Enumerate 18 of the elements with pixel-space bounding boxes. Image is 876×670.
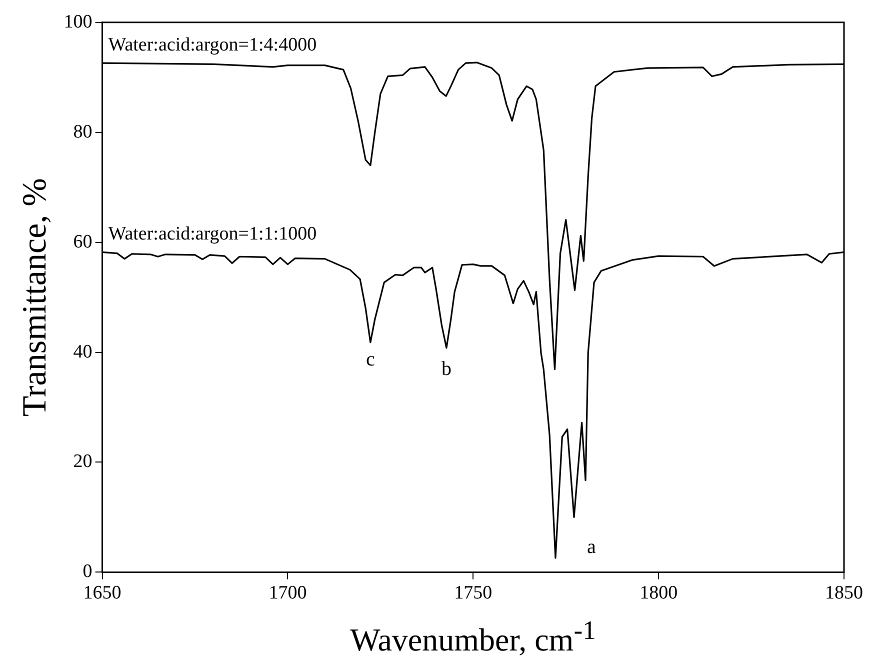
y-tick-label: 100: [64, 11, 92, 32]
annotation: b: [441, 358, 452, 380]
y-tick-label: 80: [73, 121, 92, 142]
series-label: Water:acid:argon=1:1:1000: [108, 224, 317, 245]
y-tick-label: 60: [73, 231, 92, 252]
x-tick-label: 1750: [454, 582, 492, 604]
y-tick-label: 40: [73, 341, 92, 362]
x-tick-label: 1650: [83, 582, 122, 604]
x-tick-label: 1850: [825, 582, 863, 604]
annotation: c: [366, 348, 375, 371]
x-axis-title: Wavenumber, cm$^{-1}$: [349, 614, 597, 660]
x-tick-label: 1700: [268, 582, 307, 604]
series-label: Water:acid:argon=1:4:4000: [108, 34, 317, 56]
y-axis-title: Transmittance, %: [16, 178, 54, 417]
y-tick-label: 20: [73, 451, 92, 472]
y-tick-label: 0: [82, 561, 92, 582]
x-tick-label: 1800: [640, 582, 678, 604]
annotation: a: [587, 536, 596, 558]
